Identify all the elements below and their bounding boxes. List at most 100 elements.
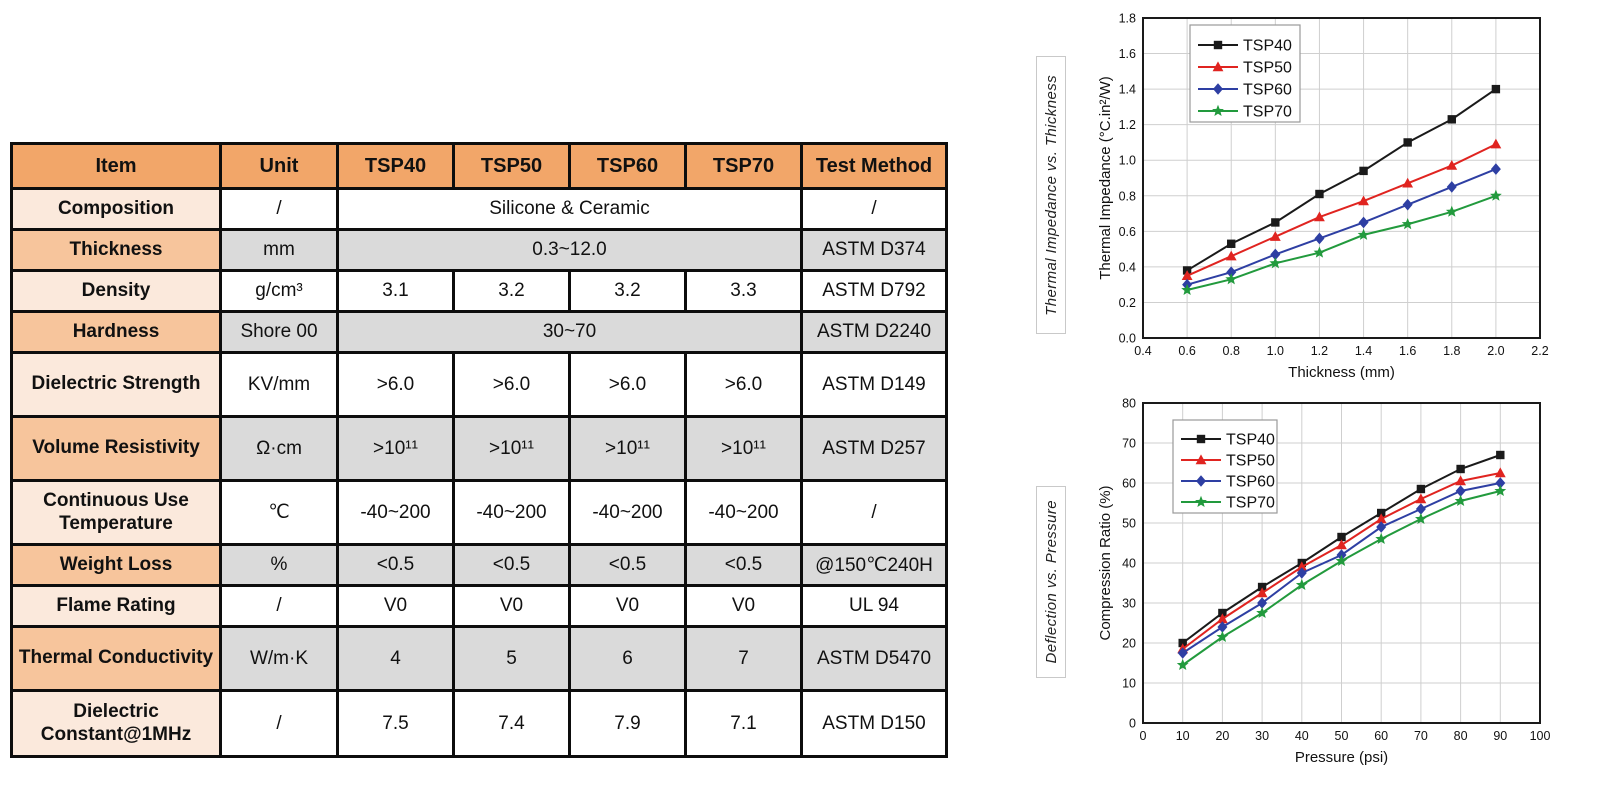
value-cell: <0.5 (452, 543, 571, 587)
table-row: Thermal Conductivity W/m·K 4 5 6 7 ASTM D5470 (10, 625, 948, 692)
x-tick-label: 0 (1140, 729, 1147, 743)
y-tick-label: 1.0 (1119, 154, 1136, 168)
value-cell: 3.1 (336, 269, 455, 313)
column-header: Item (10, 142, 222, 190)
star-marker (1454, 494, 1467, 507)
x-tick-label: 80 (1454, 729, 1468, 743)
diamond-marker (1314, 232, 1325, 245)
diamond-marker (1446, 181, 1457, 193)
value-cell: -40~200 (336, 479, 455, 546)
triangle-marker (1358, 195, 1369, 206)
square-marker (1315, 189, 1324, 199)
triangle-marker (1296, 561, 1308, 572)
value-cell: 7.4 (452, 689, 571, 758)
value-cell: 4 (336, 625, 455, 692)
row-label: Dielectric Constant@1MHz (10, 689, 222, 758)
test-method-cell: @150℃240H (800, 543, 948, 587)
column-header: TSP40 (336, 142, 455, 190)
spec-table-header: Item Unit TSP40 TSP50 TSP60 TSP70 Test Method (10, 142, 948, 190)
unit-cell: / (219, 689, 339, 758)
row-label: Composition (10, 187, 222, 231)
y-tick-label: 0.2 (1119, 296, 1136, 310)
square-marker (1178, 638, 1187, 648)
triangle-marker (1217, 613, 1228, 624)
diamond-marker (1402, 198, 1413, 211)
x-tick-label: 70 (1414, 729, 1428, 743)
series-line-TSP70 (1186, 194, 1497, 291)
x-tick-label: 90 (1493, 729, 1507, 743)
x-axis-title: Thickness (mm) (1288, 364, 1395, 381)
row-label: Weight Loss (10, 543, 222, 587)
table-row: Continuous Use Temperature ℃ -40~200 -40~20… (10, 479, 948, 546)
star-marker (1212, 104, 1224, 117)
legend-box (1189, 24, 1301, 123)
value-cell: 7.9 (568, 689, 687, 758)
value-cell: V0 (684, 584, 803, 628)
row-label: Dielectric Strength (10, 351, 222, 418)
chart2-side-label-text: Deflection vs. Pressure (1042, 500, 1060, 664)
test-method-cell: ASTM D792 (800, 269, 948, 313)
diamond-marker (1495, 477, 1506, 489)
x-tick-label: 0.6 (1178, 344, 1195, 358)
triangle-marker (1195, 454, 1207, 465)
diamond-marker (1376, 521, 1387, 533)
series-line-TSP40 (1186, 88, 1497, 272)
x-tick-label: 2.0 (1487, 344, 1504, 358)
star-marker (1216, 630, 1229, 643)
test-method-cell: ASTM D257 (800, 415, 948, 482)
y-tick-label: 50 (1122, 517, 1136, 531)
value-cell: <0.5 (336, 543, 455, 587)
star-marker (1256, 606, 1268, 619)
triangle-marker (1375, 513, 1387, 524)
row-label: Volume Resistivity (10, 415, 222, 482)
test-method-cell: ASTM D5470 (800, 625, 948, 692)
triangle-marker (1256, 587, 1268, 598)
chart-canvas: 0.4 0.6 0.8 1.0 1.2 1.4 1.6 1.8 2.0 2.2 0.0 0.2 0.4 0… (1097, 12, 1549, 382)
value-cell: >6.0 (452, 351, 571, 418)
row-label: Thickness (10, 228, 222, 272)
star-marker (1176, 658, 1189, 671)
triangle-marker (1494, 467, 1506, 478)
star-marker (1295, 578, 1308, 591)
square-marker (1359, 166, 1368, 176)
legend-label: TSP70 (1243, 104, 1292, 121)
value-cell: 3.3 (684, 269, 803, 313)
legend-label: TSP70 (1226, 495, 1275, 512)
x-tick-label: 1.0 (1267, 344, 1284, 358)
x-tick-label: 10 (1176, 729, 1190, 743)
triangle-marker (1415, 493, 1427, 504)
value-cell: 6 (568, 625, 687, 692)
value-cell: >10¹¹ (336, 415, 455, 482)
y-tick-label: 1.8 (1119, 12, 1136, 26)
square-marker (1227, 239, 1236, 248)
diamond-marker (1490, 163, 1501, 175)
test-method-cell: ASTM D149 (800, 351, 948, 418)
table-row: Density g/cm³ 3.1 3.2 3.2 3.3 ASTM D792 (10, 269, 948, 313)
diamond-marker (1415, 503, 1426, 515)
value-cell: <0.5 (684, 543, 803, 587)
star-marker (1489, 189, 1502, 201)
y-axis-title: Thermal Impedance (°C.in²/W) (1097, 76, 1114, 280)
value-cell: V0 (336, 584, 455, 628)
value-cell: V0 (568, 584, 687, 628)
y-tick-label: 0 (1129, 717, 1136, 731)
value-cell: -40~200 (568, 479, 687, 546)
y-tick-label: 10 (1122, 677, 1136, 691)
square-marker (1196, 434, 1206, 444)
star-marker (1494, 484, 1507, 497)
diamond-marker (1270, 248, 1281, 261)
unit-cell: ℃ (219, 479, 339, 546)
test-method-cell: ASTM D2240 (800, 310, 948, 354)
star-marker (1181, 283, 1194, 296)
diamond-marker (1196, 475, 1206, 487)
diamond-marker (1455, 485, 1466, 497)
x-axis-title: Pressure (psi) (1295, 749, 1388, 766)
row-label: Thermal Conductivity (10, 625, 222, 692)
table-row: Weight Loss% <0.5 <0.5 <0.5 <0.5 @150℃240H (10, 543, 948, 587)
square-marker (1447, 115, 1456, 124)
thermal-impedance-chart: 0.4 0.6 0.8 1.0 1.2 1.4 1.6 1.8 2.0 2.2 0.0 0.2 0.4 0… (1095, 0, 1560, 390)
table-row: Composition / Silicone & Ceramic / (10, 187, 948, 231)
value-cell-merged: 0.3~12.0 (336, 228, 803, 272)
table-row: Flame Rating / V0 V0 V0 V0 UL 94 (10, 584, 948, 628)
row-label: Flame Rating (10, 584, 222, 628)
